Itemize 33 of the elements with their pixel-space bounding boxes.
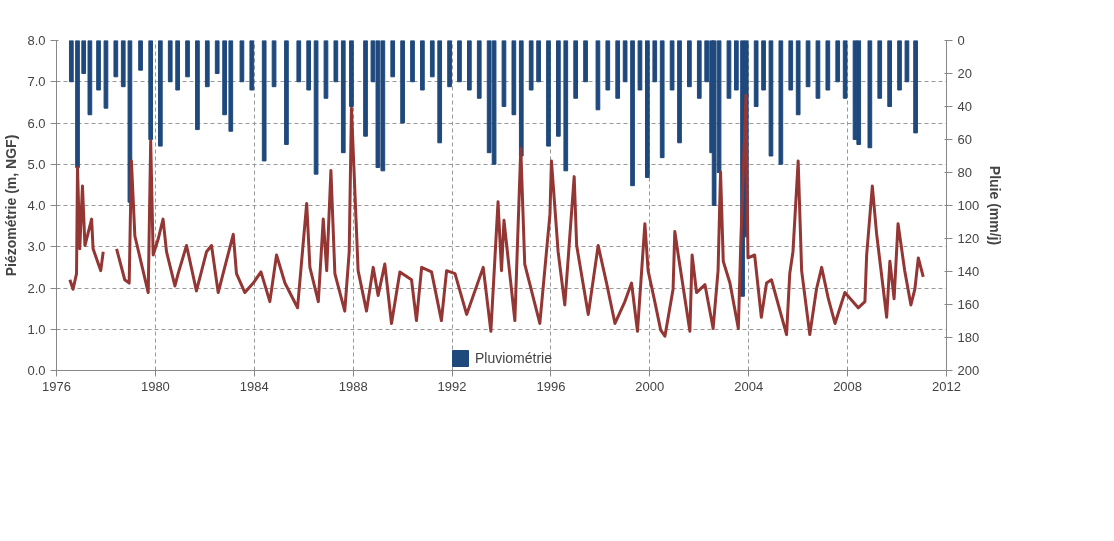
x-tick-label: 1996 — [536, 378, 566, 394]
y2-axis-title: Pluie (mm/j) — [987, 165, 1004, 246]
y2-tick-label: 180 — [957, 330, 980, 345]
x-tick-label: 2000 — [635, 378, 665, 394]
x-tick-label: 2008 — [833, 378, 863, 394]
y-tick-label: 6.0 — [27, 115, 46, 131]
x-tick-label: 2004 — [734, 378, 764, 394]
x-tick-label: 2012 — [932, 378, 961, 394]
y2-tick-label: 20 — [957, 66, 972, 81]
x-tick-label: 1984 — [239, 378, 269, 394]
x-tick-label: 1992 — [437, 378, 467, 394]
y2-tick-label: 80 — [957, 165, 972, 180]
y-tick-label: 1.0 — [27, 321, 46, 337]
y2-tick-label: 140 — [957, 264, 980, 279]
legend-label: Pluviométrie — [474, 350, 553, 366]
y-tick-label: 3.0 — [27, 239, 46, 255]
x-tick-label: 1980 — [140, 378, 170, 394]
y2-tick-label: 0 — [957, 33, 965, 48]
x-tick-label: 1988 — [338, 378, 368, 394]
y-tick-label: 4.0 — [27, 198, 46, 213]
y2-tick-label: 40 — [957, 99, 972, 114]
y2-tick-label: 60 — [957, 132, 972, 147]
x-tick-label: 1976 — [42, 378, 71, 394]
y2-tick-label: 120 — [957, 231, 980, 246]
y-tick-label: 0.0 — [27, 363, 46, 378]
y2-tick-label: 200 — [957, 363, 980, 378]
y-tick-label: 8.0 — [27, 33, 46, 48]
y2-tick-label: 100 — [957, 198, 980, 213]
y-tick-label: 2.0 — [27, 280, 46, 296]
y-tick-label: 5.0 — [27, 156, 46, 172]
y-tick-label: 7.0 — [27, 74, 46, 90]
y2-tick-label: 160 — [957, 297, 980, 312]
y-axis-title: Piézométrie (m, NGF) — [3, 134, 20, 277]
